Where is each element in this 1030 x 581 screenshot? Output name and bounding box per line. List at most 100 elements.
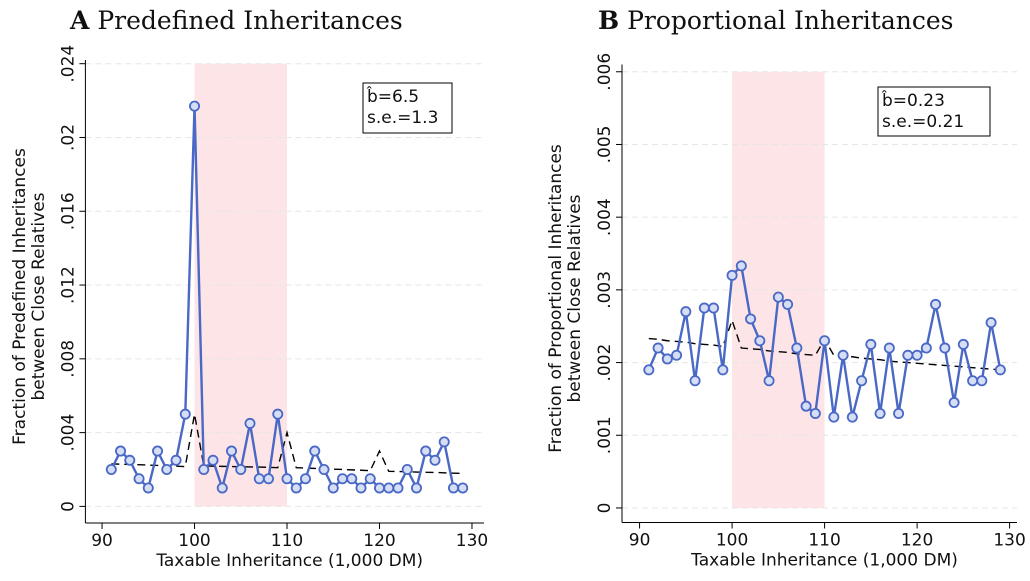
data-point bbox=[207, 454, 219, 466]
data-point bbox=[782, 298, 794, 310]
data-point bbox=[800, 400, 812, 412]
data-point bbox=[244, 417, 256, 429]
y-tick-label: .008 bbox=[58, 340, 78, 378]
data-point bbox=[754, 335, 766, 347]
y-tick-label: .012 bbox=[58, 266, 78, 304]
x-tick-label: 100 bbox=[716, 531, 748, 551]
data-point bbox=[272, 408, 284, 420]
annotation-text: s.e.=1.3 bbox=[367, 108, 438, 128]
data-point bbox=[263, 473, 275, 485]
data-point bbox=[976, 375, 988, 387]
title-text: Proportional Inheritances bbox=[627, 6, 953, 35]
y-tick-label: .016 bbox=[58, 192, 78, 230]
data-point bbox=[401, 464, 413, 476]
data-point bbox=[902, 349, 914, 361]
data-point bbox=[652, 342, 664, 354]
y-tick-label: .024 bbox=[58, 45, 78, 83]
data-point bbox=[290, 482, 302, 494]
x-tick-label: 110 bbox=[808, 531, 840, 551]
data-point bbox=[429, 454, 441, 466]
data-point bbox=[911, 349, 923, 361]
data-point bbox=[383, 482, 395, 494]
data-point bbox=[309, 445, 321, 457]
data-point bbox=[865, 338, 877, 350]
panel-letter: B bbox=[598, 6, 619, 35]
data-point bbox=[994, 364, 1006, 376]
x-tick-label: 90 bbox=[629, 531, 651, 551]
data-point bbox=[364, 473, 376, 485]
data-point bbox=[392, 482, 404, 494]
data-point bbox=[133, 473, 145, 485]
title-text: Predefined Inheritances bbox=[97, 6, 402, 35]
data-point bbox=[957, 338, 969, 350]
data-point bbox=[152, 445, 164, 457]
data-point bbox=[856, 375, 868, 387]
data-point bbox=[235, 464, 247, 476]
x-tick-label: 120 bbox=[901, 531, 933, 551]
data-point bbox=[930, 298, 942, 310]
data-point bbox=[438, 436, 450, 448]
data-point bbox=[893, 407, 905, 419]
data-point bbox=[671, 349, 683, 361]
data-point bbox=[680, 306, 692, 318]
data-point bbox=[253, 473, 265, 485]
data-point bbox=[300, 473, 312, 485]
data-point bbox=[698, 302, 710, 314]
data-point bbox=[772, 291, 784, 303]
panel-letter: A bbox=[69, 6, 90, 35]
data-point bbox=[327, 482, 339, 494]
y-tick-label: .02 bbox=[58, 124, 78, 151]
data-point bbox=[948, 397, 960, 409]
data-point bbox=[939, 342, 951, 354]
data-point bbox=[643, 364, 655, 376]
data-point bbox=[373, 482, 385, 494]
data-point bbox=[763, 375, 775, 387]
data-point bbox=[198, 464, 210, 476]
x-axis-label: Taxable Inheritance (1,000 DM) bbox=[155, 551, 423, 571]
annotation-box bbox=[362, 82, 453, 134]
annotation-box bbox=[877, 86, 991, 137]
x-axis-label: Taxable Inheritance (1,000 DM) bbox=[690, 551, 958, 571]
data-point bbox=[967, 375, 979, 387]
data-point bbox=[161, 464, 173, 476]
data-point bbox=[920, 342, 932, 354]
y-axis-label: Fraction of Predefined Inheritances bbox=[10, 148, 30, 445]
y-tick-label: .002 bbox=[595, 344, 615, 382]
data-point bbox=[717, 364, 729, 376]
data-point bbox=[846, 411, 858, 423]
panel-title: A Predefined Inheritances bbox=[69, 6, 403, 35]
data-point bbox=[226, 445, 238, 457]
data-point bbox=[281, 473, 293, 485]
data-point bbox=[985, 317, 997, 329]
data-point bbox=[828, 411, 840, 423]
data-point bbox=[337, 473, 349, 485]
data-point bbox=[170, 454, 182, 466]
annotation-text: b̂=6.5 bbox=[367, 86, 420, 107]
data-point bbox=[726, 269, 738, 281]
y-tick-label: .004 bbox=[595, 198, 615, 236]
x-tick-label: 120 bbox=[363, 531, 395, 551]
data-point bbox=[355, 482, 367, 494]
data-point bbox=[447, 482, 459, 494]
x-tick-label: 100 bbox=[178, 531, 210, 551]
data-point bbox=[874, 407, 886, 419]
x-tick-label: 130 bbox=[456, 531, 488, 551]
data-point bbox=[689, 375, 701, 387]
y-tick-label: .005 bbox=[595, 126, 615, 164]
data-point bbox=[661, 353, 673, 365]
data-point bbox=[883, 342, 895, 354]
data-point bbox=[457, 482, 469, 494]
data-point bbox=[142, 482, 154, 494]
data-point bbox=[745, 313, 757, 325]
data-point bbox=[216, 482, 228, 494]
x-tick-label: 110 bbox=[271, 531, 303, 551]
y-axis-label: between Close Relatives bbox=[29, 192, 49, 400]
data-point bbox=[189, 100, 201, 112]
y-axis-label: Fraction of Proportional Inheritances bbox=[546, 144, 566, 453]
data-point bbox=[410, 482, 422, 494]
data-point bbox=[819, 335, 831, 347]
data-point bbox=[735, 260, 747, 272]
y-tick-label: 0 bbox=[58, 501, 78, 512]
